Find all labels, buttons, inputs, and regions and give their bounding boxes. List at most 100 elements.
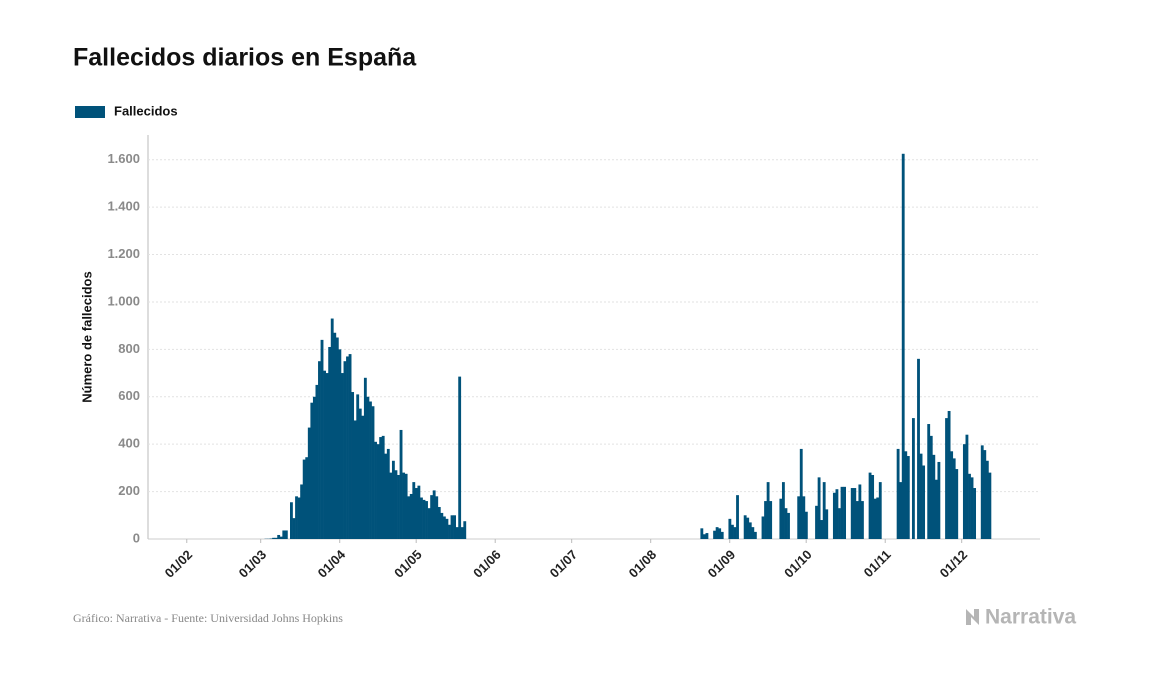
bar [767, 482, 770, 539]
bar [277, 535, 280, 539]
bar [917, 359, 920, 539]
bar [955, 469, 958, 539]
bar [445, 519, 448, 539]
bar [973, 488, 976, 539]
bar [907, 456, 910, 539]
bar [879, 482, 882, 539]
y-tick-label: 1.200 [107, 246, 140, 261]
bar [728, 519, 731, 539]
legend-swatch [75, 106, 105, 118]
bar [764, 501, 767, 539]
bar [838, 508, 841, 539]
bar [861, 501, 864, 539]
bar [825, 509, 828, 539]
bar [374, 442, 377, 539]
bar [736, 495, 739, 539]
bar [361, 416, 364, 539]
bar [341, 373, 344, 539]
bar [851, 488, 854, 539]
bar [988, 473, 991, 539]
bar [402, 473, 405, 539]
bar [372, 406, 375, 539]
bar [359, 409, 362, 539]
bar [346, 356, 349, 539]
bar [298, 498, 301, 539]
bar [818, 477, 821, 539]
y-tick-label: 1.600 [107, 151, 140, 166]
bar [706, 533, 709, 539]
bar [453, 515, 456, 539]
bar [313, 397, 316, 539]
bar [397, 475, 400, 539]
bar [458, 377, 461, 539]
bar [282, 530, 285, 539]
bar [966, 435, 969, 539]
bar [843, 487, 846, 539]
bar [326, 373, 329, 539]
bar [410, 494, 413, 539]
bar [899, 482, 902, 539]
bar [392, 461, 395, 539]
y-tick-label: 800 [118, 341, 140, 356]
bar [716, 527, 719, 539]
bar [836, 489, 839, 539]
bar [833, 493, 836, 539]
bar [407, 496, 410, 539]
bar [336, 338, 339, 540]
bar [303, 460, 306, 539]
chart-title: Fallecidos diarios en España [73, 44, 417, 72]
bar [440, 513, 443, 539]
bar [456, 527, 459, 539]
bar [366, 397, 369, 539]
bar [920, 454, 923, 539]
bar [713, 531, 716, 539]
bar [389, 473, 392, 539]
bar [935, 480, 938, 539]
bar [305, 457, 308, 539]
bar [869, 473, 872, 539]
bar [351, 392, 354, 539]
bar [731, 525, 734, 539]
bar [295, 496, 298, 539]
bar [744, 515, 747, 539]
bar [400, 430, 403, 539]
source: Gráfico: Narrativa - Fuente: Universidad… [73, 611, 343, 625]
bar [734, 527, 737, 539]
bar [904, 451, 907, 539]
bar [754, 532, 757, 539]
bar [272, 538, 275, 539]
bar [443, 516, 446, 539]
bar [800, 449, 803, 539]
bar [344, 361, 347, 539]
bar [815, 506, 818, 539]
bar [912, 418, 915, 539]
bar [364, 378, 367, 539]
bar [423, 500, 426, 539]
bar [876, 498, 879, 539]
bar [405, 474, 408, 539]
bar [874, 499, 877, 539]
bar [950, 451, 953, 539]
bar [820, 520, 823, 539]
bar [805, 512, 808, 539]
bar [871, 475, 874, 539]
bar [333, 333, 336, 539]
bar [293, 518, 296, 539]
bar [425, 501, 428, 539]
y-tick-label: 400 [118, 436, 140, 451]
bar [328, 347, 331, 539]
bar [415, 488, 418, 539]
y-tick-label: 0 [133, 530, 140, 545]
bar [280, 537, 283, 539]
bar [963, 444, 966, 539]
bar [356, 394, 359, 539]
bar [387, 449, 390, 539]
bar [300, 484, 303, 539]
bar [417, 486, 420, 539]
bar [751, 527, 754, 539]
y-tick-label: 200 [118, 483, 140, 498]
bar [331, 319, 334, 539]
bar [703, 534, 706, 539]
bar [937, 462, 940, 539]
